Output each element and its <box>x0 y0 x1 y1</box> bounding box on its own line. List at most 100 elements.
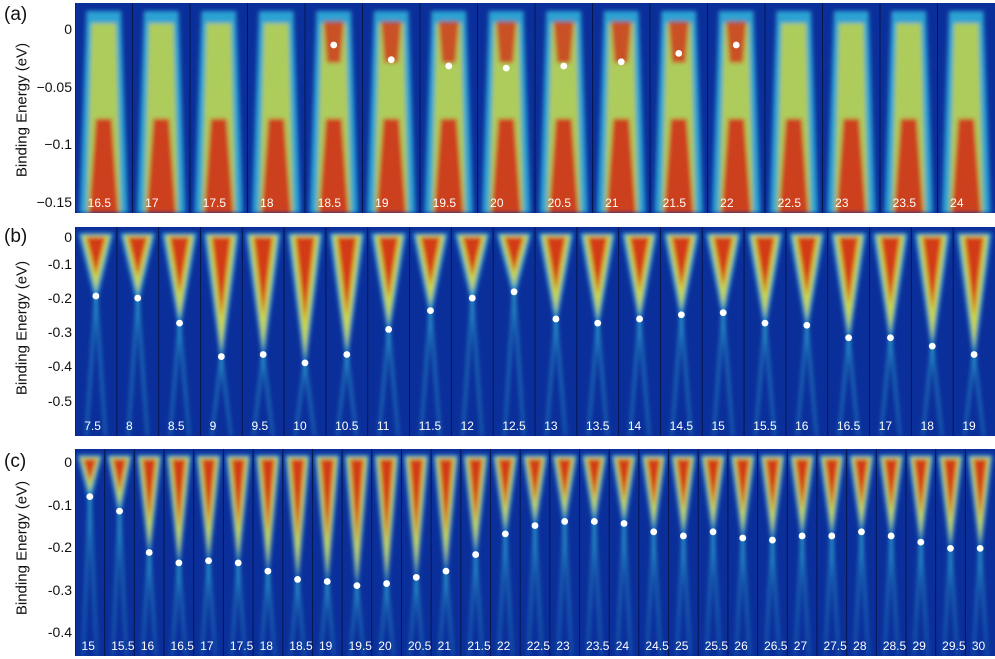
cut-label: 22.5 <box>777 196 801 210</box>
panel-b-spectra-image: 7.5 8 8.5 9 9.5 10 10.5 11 11.5 12 12.5 13 13.5 14 14.… <box>75 227 995 436</box>
spectrum-cut <box>314 455 340 656</box>
band-bottom-dot <box>917 538 925 546</box>
cut-label: 15.5 <box>111 639 135 653</box>
cut-label: 10.5 <box>335 419 359 433</box>
band-bottom-dot <box>677 311 685 319</box>
spectrum-cut <box>938 455 963 656</box>
band-bottom-dot <box>510 288 518 296</box>
cut-label: 23 <box>556 639 570 653</box>
band-bottom-dot <box>620 520 628 527</box>
spectrum-cut <box>255 455 281 656</box>
band-bottom-dot <box>732 41 740 49</box>
cut-label: 16.5 <box>87 196 111 210</box>
band-bottom-dot <box>445 62 453 70</box>
band-bottom-dot <box>594 319 602 327</box>
spectrum-cut <box>747 233 783 436</box>
cut-label: 30 <box>971 639 986 653</box>
spectrum-cut <box>137 11 186 213</box>
panel-a-letter: (a) <box>4 4 28 25</box>
band-bottom-dot <box>590 518 598 525</box>
cut-label: 19.5 <box>348 639 372 653</box>
band-bottom-dot <box>442 567 450 575</box>
spectrum-cut <box>538 233 574 436</box>
cut-label: 22 <box>497 639 511 653</box>
spectrum-cut <box>285 455 311 656</box>
band-bottom-dot <box>858 528 865 536</box>
spectrum-cut <box>663 233 699 436</box>
spectrum-cut <box>79 11 128 213</box>
band-bottom-dot <box>561 518 569 525</box>
band-bottom-dot <box>294 576 301 583</box>
band-bottom-dot <box>798 532 806 540</box>
spectrum-cut <box>166 455 192 656</box>
band-bottom-dot <box>134 294 142 302</box>
cut-label: 10 <box>293 419 307 433</box>
spectrum-cut <box>914 233 950 436</box>
spectrum-cut <box>956 233 992 436</box>
spectrum-cut <box>769 11 818 213</box>
panel-c-letter: (c) <box>4 451 27 472</box>
cut-label: 26.5 <box>764 639 788 653</box>
spectrum-cut <box>621 233 658 436</box>
cut-label: 23.5 <box>892 196 916 210</box>
spectrum-cut <box>827 11 876 213</box>
band-bottom-dot <box>468 294 476 302</box>
band-bottom-dot <box>259 351 267 358</box>
band-bottom-dot <box>412 573 420 581</box>
cut-label: 8 <box>126 419 133 433</box>
cut-label: 18 <box>920 419 934 433</box>
spectrum-cut <box>424 11 473 213</box>
band-bottom-dot <box>976 544 984 552</box>
spectrum-cut <box>967 455 993 656</box>
cut-label: 14.5 <box>669 419 693 433</box>
cut-label: 18.5 <box>289 639 313 653</box>
spectrum-cut <box>759 455 785 656</box>
band-bottom-dot <box>769 536 776 544</box>
spectrum-cut <box>942 11 991 213</box>
panel-c-y-tick-label: 0 <box>64 454 72 470</box>
spectrum-cut <box>492 455 518 656</box>
panel-b-y-tick-label: -0.1 <box>47 256 72 272</box>
spectrum-cut <box>539 11 588 213</box>
panel-c-y-tick-label: -0.3 <box>47 582 72 598</box>
spectrum-cut <box>878 455 904 656</box>
cut-label: 21.5 <box>467 639 491 653</box>
band-bottom-dot <box>217 353 225 360</box>
cut-label: 17.5 <box>202 196 226 210</box>
cut-label: 24 <box>615 639 630 653</box>
spectrum-cut <box>225 455 251 656</box>
band-bottom-dot <box>928 342 936 350</box>
panel-b-y-tick-label: 0 <box>64 229 72 245</box>
spectrum-cut <box>344 455 370 656</box>
panel-a-y-tick-label: 0 <box>64 21 72 37</box>
panel-a-y-axis-label: Binding Energy (eV) <box>13 42 31 178</box>
band-bottom-dot <box>353 582 361 590</box>
spectrum-cut <box>496 233 532 436</box>
band-bottom-dot <box>116 507 123 515</box>
band-bottom-dot <box>709 528 717 536</box>
cut-label: 21 <box>605 196 619 210</box>
spectrum-cut <box>552 455 578 656</box>
cut-label: 22 <box>720 196 734 210</box>
band-bottom-dot <box>828 532 836 540</box>
band-bottom-dot <box>719 309 727 317</box>
panel-b-letter: (b) <box>4 226 28 247</box>
band-bottom-dot <box>472 551 480 558</box>
band-bottom-dot <box>145 549 153 556</box>
cut-label: 19 <box>318 639 333 653</box>
cut-label: 20 <box>490 196 504 210</box>
band-bottom-dot <box>531 522 539 529</box>
cut-label: 27.5 <box>823 639 847 653</box>
spectrum-cut <box>252 11 301 213</box>
cut-label: 24 <box>950 196 964 210</box>
cut-label: 17 <box>145 196 159 210</box>
cut-label: 7.5 <box>84 419 101 433</box>
panel-a-spectra-svg <box>75 3 991 213</box>
spectrum-cut <box>403 455 429 656</box>
cut-label: 24.5 <box>645 639 669 653</box>
spectrum-cut <box>789 233 825 436</box>
cut-label: 17 <box>200 639 214 653</box>
spectrum-cut <box>789 455 815 656</box>
spectrum-cut <box>367 11 416 213</box>
cut-label: 12 <box>460 419 474 433</box>
